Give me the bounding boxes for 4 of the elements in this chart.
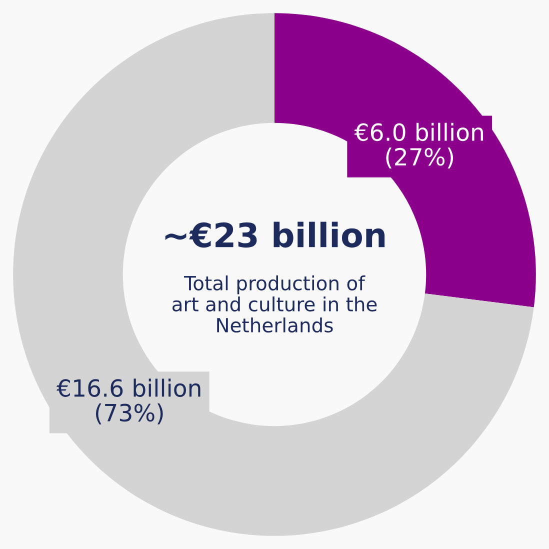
data-label: €6.0 billion (27%) xyxy=(354,122,483,169)
text: Total production of art and culture in the Netherlands xyxy=(172,275,377,333)
text: ~€23 billion xyxy=(165,222,385,248)
data-label: €16.6 billion (73%) xyxy=(56,378,200,424)
